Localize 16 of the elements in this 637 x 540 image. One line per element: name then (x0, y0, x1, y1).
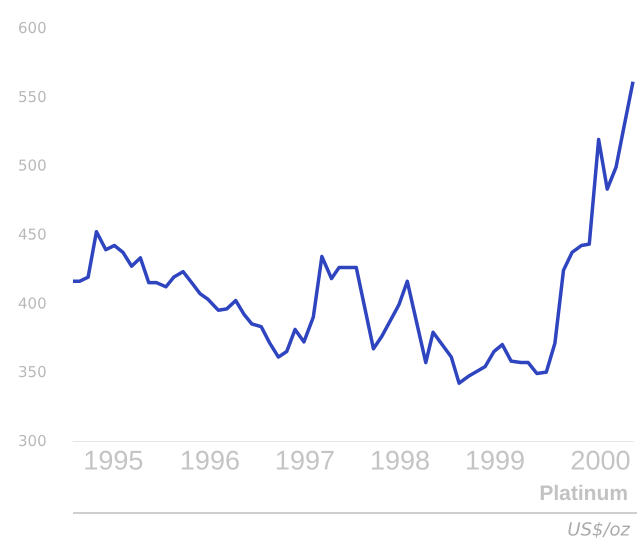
y-tick-label: 300 (18, 432, 47, 450)
text: US$/oz (567, 520, 631, 540)
text: Platinum (539, 482, 628, 505)
x-tick-label: 1995 (83, 446, 144, 476)
x-tick-label: 1998 (370, 446, 430, 476)
x-tick-label: 1999 (464, 446, 526, 476)
y-tick-label: 600 (18, 19, 47, 37)
y-tick-label: 550 (18, 88, 47, 106)
x-tick-label: 2000 (570, 446, 630, 476)
y-tick-label: 400 (18, 294, 47, 312)
line-series (71, 80, 635, 385)
x-tick-label: 1996 (180, 446, 240, 476)
y-tick-label: 450 (18, 226, 47, 244)
y-tick-label: 350 (18, 363, 47, 382)
x-tick-label: 1997 (274, 446, 336, 476)
y-tick-label: 500 (18, 156, 47, 175)
